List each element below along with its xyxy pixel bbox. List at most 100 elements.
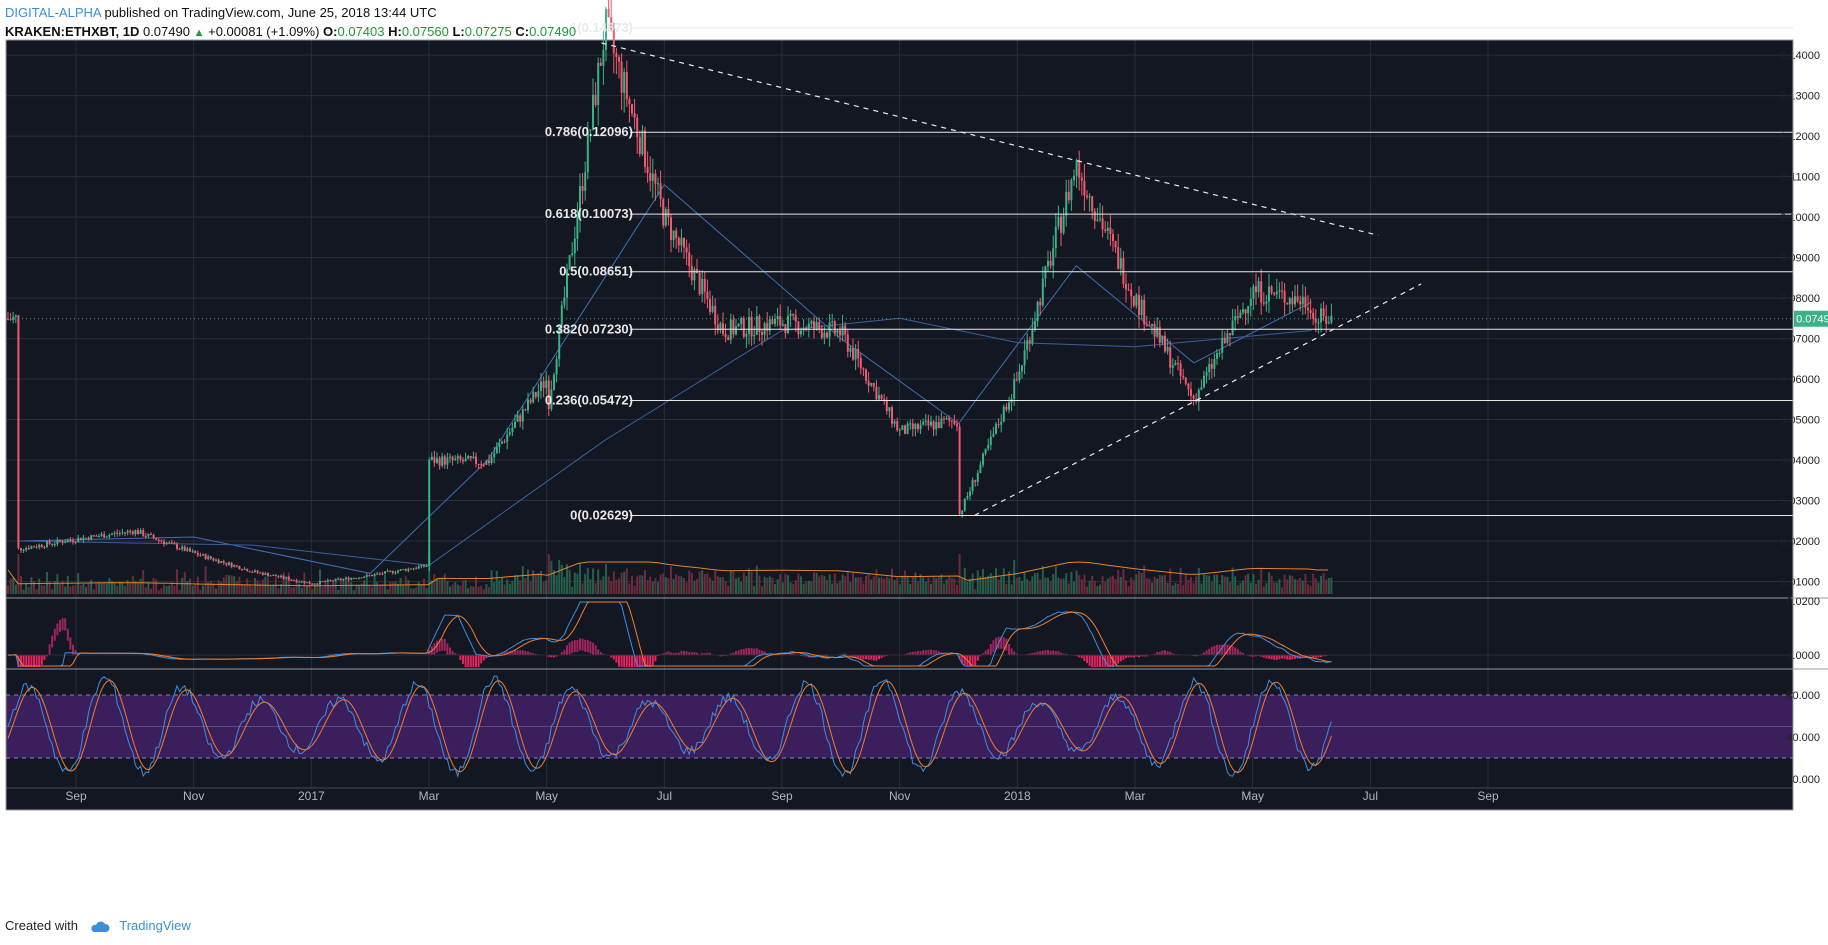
- candle-body: [111, 533, 113, 535]
- volume-bar: [160, 588, 163, 594]
- candle-body: [72, 540, 74, 542]
- macd-histogram-bar: [1234, 647, 1237, 655]
- macd-histogram-bar: [792, 653, 795, 655]
- candle-body: [820, 328, 823, 338]
- candle-body: [1294, 296, 1296, 305]
- candle-body: [103, 534, 106, 538]
- time-axis-label: May: [1241, 789, 1264, 803]
- volume-bar: [558, 559, 561, 594]
- candle-body: [1114, 241, 1117, 248]
- macd-histogram-bar: [1034, 652, 1036, 655]
- candle-body: [412, 568, 415, 570]
- volume-bar: [846, 570, 849, 594]
- candle-body: [945, 418, 948, 420]
- macd-histogram-bar: [1010, 648, 1013, 655]
- macd-histogram-bar: [1000, 636, 1003, 649]
- volume-bar: [441, 577, 444, 594]
- macd-histogram-bar: [1166, 651, 1169, 655]
- candle-body: [394, 572, 397, 574]
- macd-histogram-bar: [597, 649, 600, 655]
- volume-bar: [368, 585, 371, 594]
- candle-body: [1192, 395, 1195, 399]
- volume-bar: [436, 578, 438, 594]
- volume-bar: [402, 584, 405, 594]
- volume-bar: [677, 575, 680, 594]
- candle-body: [560, 305, 563, 325]
- volume-bar: [105, 583, 108, 594]
- volume-bar: [969, 578, 971, 594]
- volume-bar: [1078, 575, 1081, 594]
- volume-bar: [841, 574, 844, 594]
- volume-bar: [584, 573, 587, 594]
- macd-histogram-bar: [1140, 655, 1143, 657]
- macd-histogram-bar: [1249, 655, 1252, 657]
- volume-bar: [612, 571, 615, 594]
- candle-body: [482, 464, 485, 466]
- volume-bar: [1213, 574, 1216, 594]
- candle-body: [451, 456, 454, 461]
- volume-bar: [56, 574, 59, 594]
- volume-bar: [113, 582, 116, 594]
- volume-bar: [701, 570, 704, 594]
- candle-body: [716, 324, 719, 331]
- candle-body: [248, 571, 251, 573]
- macd-histogram-bar: [620, 655, 623, 667]
- candle-body: [584, 172, 587, 191]
- volume-bar: [163, 584, 165, 594]
- candle-body: [724, 333, 727, 338]
- macd-histogram-bar: [1260, 655, 1263, 657]
- volume-bar: [61, 580, 64, 594]
- candle-body: [1083, 180, 1086, 196]
- macd-histogram-bar: [706, 652, 709, 655]
- candle-body: [1330, 315, 1333, 323]
- macd-histogram-bar: [38, 655, 41, 667]
- candle-body: [43, 546, 46, 548]
- volume-bar: [508, 583, 511, 594]
- upper-trendline: [601, 42, 1379, 236]
- stoch-k-line: [7, 675, 1332, 778]
- candle-body: [745, 333, 748, 337]
- macd-histogram-bar: [1117, 655, 1120, 664]
- candle-body: [189, 548, 191, 552]
- candle-body: [160, 540, 163, 542]
- volume-bar: [282, 572, 285, 594]
- stoch-axis-label: 0.000: [1792, 774, 1820, 786]
- volume-bar: [1304, 573, 1307, 594]
- candle-body: [337, 578, 340, 580]
- candle-body: [677, 237, 680, 246]
- volume-bar: [631, 575, 633, 594]
- macd-histogram-bar: [917, 651, 919, 655]
- candle-body: [1096, 219, 1099, 221]
- volume-bar: [833, 573, 836, 594]
- stoch-axis-label: 40.000: [1786, 732, 1820, 744]
- author-link[interactable]: DIGITAL-ALPHA: [5, 5, 101, 20]
- macd-histogram-bar: [618, 655, 620, 667]
- candle-body: [737, 323, 740, 327]
- volume-bar: [605, 563, 607, 594]
- fib-level-label: 1(0.14673): [570, 20, 633, 35]
- volume-bar: [703, 573, 706, 594]
- candle-body: [857, 348, 860, 359]
- candle-body: [891, 407, 893, 424]
- volume-bar: [633, 585, 636, 594]
- candle-body: [1075, 160, 1078, 176]
- candle-body: [1008, 402, 1010, 410]
- macd-histogram-bar: [865, 655, 867, 660]
- macd-histogram-bar: [852, 655, 854, 658]
- volume-bar: [186, 581, 189, 594]
- macd-histogram-bar: [880, 655, 883, 659]
- tradingview-link[interactable]: TradingView: [119, 918, 191, 933]
- candle-body: [833, 321, 836, 334]
- candle-body: [592, 94, 594, 130]
- macd-histogram-bar: [59, 619, 61, 632]
- candle-body: [365, 574, 368, 577]
- volume-bar: [675, 574, 678, 594]
- candle-body: [1151, 323, 1153, 326]
- volume-bar: [1325, 579, 1328, 594]
- volume-bar: [1273, 582, 1276, 594]
- candle-body: [59, 539, 61, 542]
- volume-bar: [121, 582, 124, 594]
- volume-bar: [1143, 565, 1146, 594]
- volume-bar: [53, 580, 56, 594]
